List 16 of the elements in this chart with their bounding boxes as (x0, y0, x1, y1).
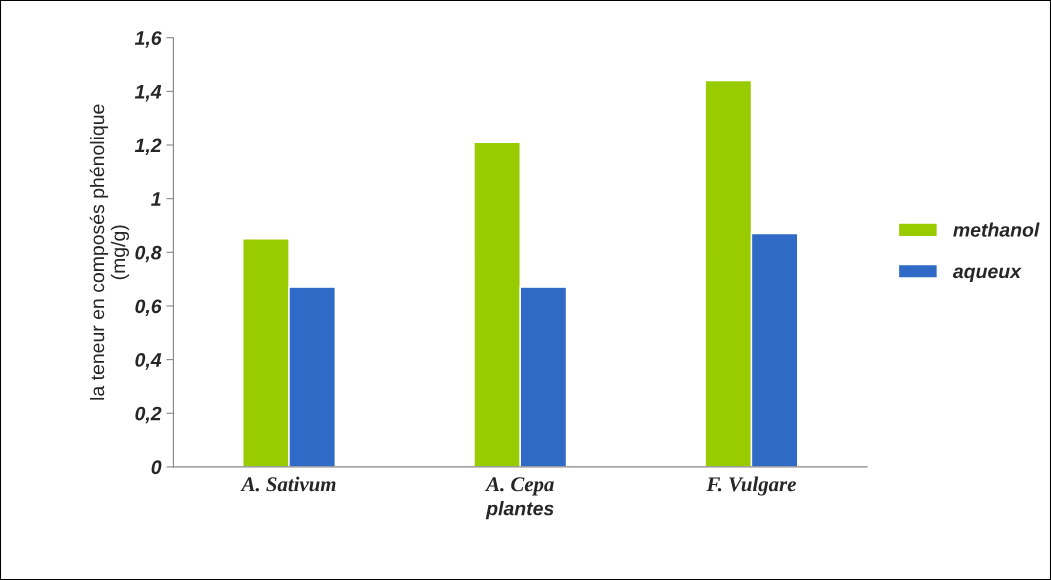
y-tick-label: 1 (151, 192, 161, 206)
x-axis-title: plantes (485, 501, 554, 520)
y-axis-title: la teneur en composés phénolique (mg/g) (89, 104, 130, 400)
x-tick-label: F. Vulgare (706, 476, 796, 496)
legend-label: aqueux (952, 267, 1022, 283)
y-tick-label: 0,6 (135, 299, 162, 317)
y-tick-label: 1,2 (134, 138, 162, 156)
y-tick-label: 1,4 (134, 85, 162, 102)
x-tick-label: A. Cepa (485, 477, 554, 496)
legend-label: methanol (953, 222, 1040, 237)
y-tick-label: 1,6 (134, 31, 162, 48)
y-tick-label: 0 (151, 460, 162, 475)
x-tick-label: A. Sativum (240, 476, 336, 492)
y-tick-label: 0,8 (135, 245, 162, 263)
y-tick-label: 0,2 (135, 406, 162, 424)
y-tick-label: 0,4 (135, 353, 162, 370)
